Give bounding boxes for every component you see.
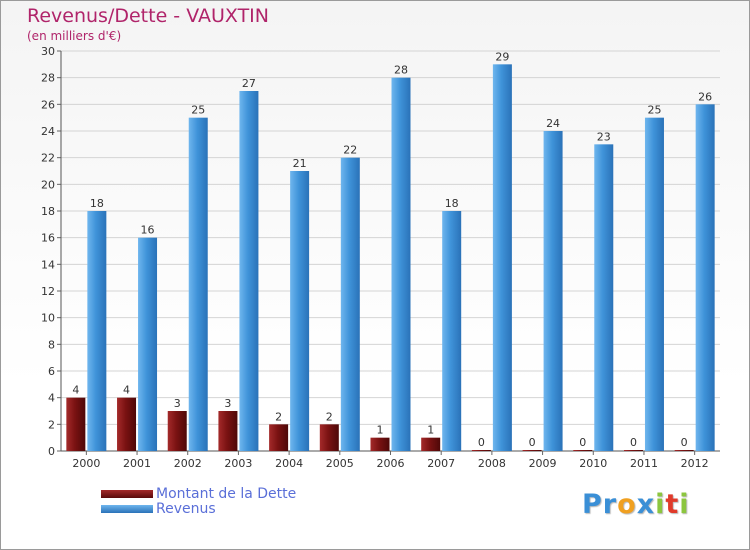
bar-debt: [370, 437, 390, 451]
bar-revenue: [188, 117, 208, 452]
legend-label-revenue: Revenus: [156, 501, 216, 517]
data-label-revenue: 18: [90, 197, 104, 210]
x-tick-label: 2001: [123, 457, 151, 470]
x-tick-label: 2011: [630, 457, 658, 470]
y-tick-label: 26: [41, 98, 55, 111]
logo-letter: P: [582, 489, 603, 520]
y-tick-label: 0: [48, 445, 55, 458]
bar-debt: [218, 411, 238, 451]
bar-revenue: [87, 211, 107, 451]
y-tick-label: 24: [41, 125, 55, 138]
data-label-debt: 3: [224, 397, 231, 410]
chart-subtitle: (en milliers d'€): [27, 29, 122, 43]
legend-item-debt: Montant de la Dette: [101, 486, 297, 502]
legend-item-revenue: Revenus: [101, 501, 216, 517]
legend-label-debt: Montant de la Dette: [156, 486, 297, 502]
data-label-debt: 0: [529, 436, 536, 449]
data-label-revenue: 27: [242, 77, 256, 90]
bar-revenue: [442, 211, 462, 451]
y-tick-label: 20: [41, 178, 55, 191]
y-tick-label: 22: [41, 152, 55, 165]
bar-debt: [421, 437, 441, 451]
data-label-debt: 0: [579, 436, 586, 449]
data-label-revenue: 21: [293, 157, 307, 170]
bar-debt: [167, 411, 187, 451]
data-label-debt: 0: [681, 436, 688, 449]
x-tick-label: 2002: [174, 457, 202, 470]
bar-debt: [623, 450, 643, 451]
data-label-revenue: 29: [495, 50, 509, 63]
data-label-debt: 2: [275, 410, 282, 423]
y-tick-label: 14: [41, 258, 55, 271]
bar-revenue: [644, 117, 664, 452]
x-tick-label: 2005: [326, 457, 354, 470]
logo-letter: i: [679, 489, 690, 520]
data-label-debt: 2: [326, 410, 333, 423]
x-tick-label: 2010: [579, 457, 607, 470]
y-tick-label: 2: [48, 418, 55, 431]
bar-debt: [117, 397, 137, 451]
x-tick-label: 2012: [681, 457, 709, 470]
x-tick-label: 2003: [224, 457, 252, 470]
data-label-debt: 3: [174, 397, 181, 410]
x-tick-label: 2000: [72, 457, 100, 470]
data-label-revenue: 23: [597, 130, 611, 143]
bar-revenue: [290, 171, 310, 451]
y-tick-label: 4: [48, 392, 55, 405]
bar-debt: [319, 424, 339, 451]
logo-letter: x: [636, 489, 656, 520]
y-tick-label: 18: [41, 205, 55, 218]
proxiti-logo: Proxiti: [582, 489, 690, 520]
bar-revenue: [492, 64, 512, 452]
data-label-debt: 4: [123, 384, 130, 397]
data-label-revenue: 22: [343, 144, 357, 157]
data-label-revenue: 25: [191, 104, 205, 117]
y-tick-label: 28: [41, 72, 55, 85]
bar-revenue: [695, 104, 715, 451]
bar-revenue: [340, 157, 360, 451]
legend-swatch-revenue: [101, 505, 153, 513]
data-label-debt: 1: [377, 424, 384, 437]
y-tick-label: 10: [41, 312, 55, 325]
data-label-debt: 0: [478, 436, 485, 449]
bar-debt: [471, 450, 491, 451]
bar-revenue: [543, 131, 563, 451]
x-tick-label: 2004: [275, 457, 303, 470]
logo-letter: i: [655, 489, 666, 520]
data-label-debt: 0: [630, 436, 637, 449]
chart-title: Revenus/Dette - VAUXTIN: [27, 5, 269, 27]
data-label-revenue: 28: [394, 64, 408, 77]
bar-revenue: [239, 91, 259, 451]
data-label-revenue: 16: [141, 224, 155, 237]
logo-letter: t: [665, 489, 680, 520]
y-tick-label: 8: [48, 338, 55, 351]
bar-revenue: [138, 237, 158, 451]
data-label-debt: 4: [72, 384, 79, 397]
legend-swatch-debt: [101, 490, 153, 498]
y-tick-label: 16: [41, 232, 55, 245]
bar-debt: [674, 450, 694, 451]
x-tick-label: 2007: [427, 457, 455, 470]
data-label-revenue: 25: [647, 104, 661, 117]
x-tick-label: 2008: [478, 457, 506, 470]
y-tick-label: 12: [41, 285, 55, 298]
y-tick-label: 30: [41, 45, 55, 58]
bar-revenue: [391, 77, 411, 452]
data-label-revenue: 18: [445, 197, 459, 210]
bar-debt: [573, 450, 593, 451]
logo-letter: r: [602, 489, 618, 520]
logo-letter: o: [617, 489, 637, 520]
x-tick-label: 2006: [377, 457, 405, 470]
data-label-revenue: 24: [546, 117, 560, 130]
x-tick-label: 2009: [529, 457, 557, 470]
bar-debt: [66, 397, 86, 451]
bar-debt: [522, 450, 542, 451]
bar-revenue: [594, 144, 614, 452]
data-label-debt: 1: [427, 424, 434, 437]
data-label-revenue: 26: [698, 90, 712, 103]
bar-debt: [269, 424, 289, 451]
y-tick-label: 6: [48, 365, 55, 378]
